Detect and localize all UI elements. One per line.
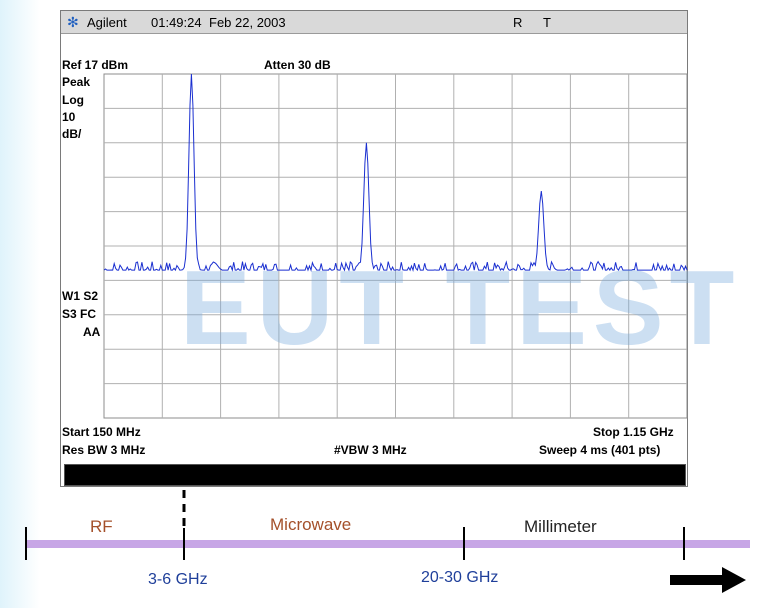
mode-label-scale: 10 <box>62 110 76 124</box>
freq-label-20-30ghz: 20-30 GHz <box>421 569 499 586</box>
freq-label-3-6ghz: 3-6 GHz <box>148 571 208 588</box>
plot-grid <box>103 73 688 419</box>
atten-label: Atten 30 dB <box>264 58 331 72</box>
band-label-millimeter: Millimeter <box>524 517 597 536</box>
arrow-right-icon <box>670 567 746 593</box>
trace-label-2: S3 FC <box>62 307 97 321</box>
status-bar <box>64 464 686 486</box>
frequency-axis-bar <box>26 540 750 548</box>
agilent-logo-icon: ✻ <box>67 14 79 30</box>
start-freq-label: Start 150 MHz <box>62 425 141 439</box>
sweep-label: Sweep 4 ms (401 pts) <box>539 443 661 457</box>
mode-label-peak: Peak <box>62 75 91 89</box>
trace-label-3: AA <box>83 325 101 339</box>
analyzer-titlebar: ✻ Agilent 01:49:24 Feb 22, 2003 R T <box>61 11 687 34</box>
brand-label: Agilent <box>87 15 127 30</box>
trace-label-1: W1 S2 <box>62 289 99 303</box>
t-indicator: T <box>543 15 551 30</box>
band-label-rf: RF <box>90 517 113 536</box>
ref-level-label: Ref 17 dBm <box>62 58 129 72</box>
time-label: 01:49:24 <box>151 15 202 30</box>
stop-freq-label: Stop 1.15 GHz <box>593 425 674 439</box>
vbw-label: #VBW 3 MHz <box>334 443 407 457</box>
date-label: Feb 22, 2003 <box>209 15 286 30</box>
rbw-label: Res BW 3 MHz <box>62 443 146 457</box>
spectrum-trace <box>103 73 688 273</box>
r-indicator: R <box>513 15 523 30</box>
mode-label-unit: dB/ <box>62 127 82 141</box>
analyzer-screen: ✻ Agilent 01:49:24 Feb 22, 2003 R T Ref … <box>60 10 688 487</box>
band-label-microwave: Microwave <box>270 515 352 534</box>
mode-label-log: Log <box>62 93 84 107</box>
